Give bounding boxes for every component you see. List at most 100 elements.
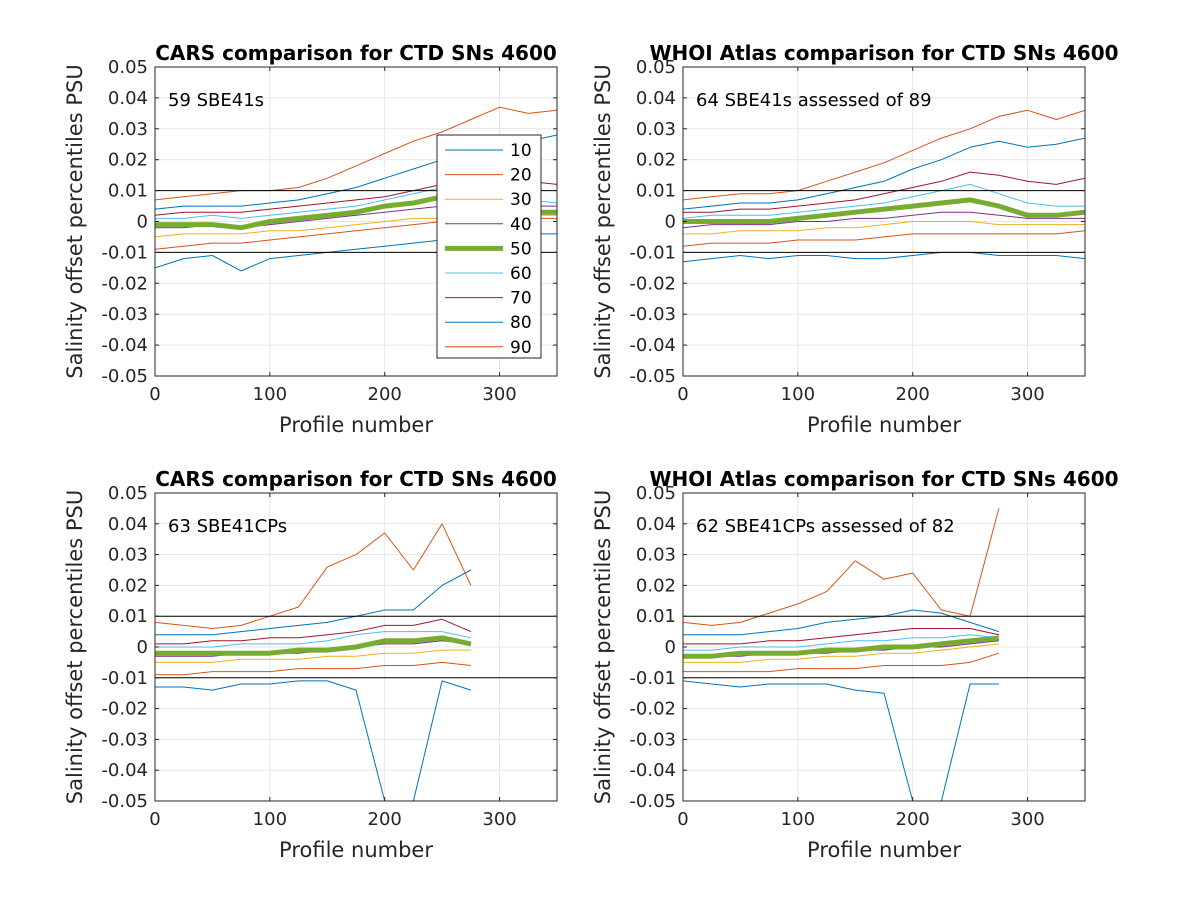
y-tick-label: 0.02 — [108, 150, 148, 171]
y-tick-label: -0.01 — [629, 242, 676, 263]
x-tick-label: 300 — [482, 809, 516, 830]
legend-entry-label: 50 — [510, 239, 532, 259]
y-tick-label: 0.03 — [636, 119, 676, 140]
y-tick-label: 0.05 — [636, 57, 676, 78]
series-line-70 — [155, 618, 472, 645]
x-tick-label: 300 — [1010, 384, 1044, 405]
x-tick-label: 0 — [677, 384, 688, 405]
y-axis-label: Salinity offset percentiles PSU — [591, 64, 615, 378]
series-group — [683, 109, 1085, 263]
x-tick-label: 100 — [781, 809, 815, 830]
x-tick-label: 300 — [482, 384, 516, 405]
y-axis-label: Salinity offset percentiles PSU — [591, 490, 615, 804]
x-tick-label: 100 — [253, 809, 287, 830]
y-tick-label: -0.01 — [101, 668, 148, 689]
chart-title: WHOI Atlas comparison for CTD SNs 4600 — [649, 41, 1118, 65]
legend-entry-label: 90 — [510, 338, 532, 358]
series-line-90 — [683, 508, 1000, 626]
y-tick-label: 0.01 — [108, 606, 148, 627]
x-tick-label: 0 — [149, 384, 160, 405]
x-axis-label: Profile number — [279, 413, 433, 437]
y-axis-label: Salinity offset percentiles PSU — [63, 64, 87, 378]
y-tick-label: -0.03 — [101, 729, 148, 750]
y-tick-label: -0.02 — [101, 699, 148, 720]
legend-entry-label: 20 — [510, 166, 532, 186]
series-line-50 — [683, 197, 1085, 224]
series-line-90 — [155, 106, 557, 201]
series-line-80 — [683, 609, 1000, 636]
x-tick-label: 0 — [149, 809, 160, 830]
series-line-30 — [683, 643, 999, 663]
y-tick-label: 0.01 — [108, 181, 148, 202]
y-tick-label: -0.04 — [629, 335, 676, 356]
series-line-10 — [683, 251, 1085, 263]
legend-entry-label: 70 — [510, 289, 532, 309]
x-axis-label: Profile number — [807, 838, 961, 862]
series-line-60 — [683, 634, 999, 651]
series-line-60 — [155, 631, 472, 648]
panel-annotation: 59 SBE41s — [168, 90, 264, 111]
series-line-10 — [683, 680, 999, 801]
x-tick-label: 300 — [1010, 809, 1044, 830]
legend-entry-label: 60 — [510, 264, 532, 284]
y-tick-label: -0.04 — [101, 335, 148, 356]
y-tick-label: -0.05 — [629, 791, 676, 812]
x-tick-label: 200 — [896, 809, 930, 830]
y-tick-label: 0.04 — [108, 88, 148, 109]
series-group — [155, 523, 472, 801]
x-tick-label: 200 — [896, 384, 930, 405]
y-tick-label: 0.02 — [636, 575, 676, 596]
series-line-20 — [155, 661, 471, 676]
y-tick-label: -0.02 — [101, 273, 148, 294]
series-line-30 — [155, 649, 471, 663]
y-tick-label: 0.03 — [108, 119, 148, 140]
y-tick-label: 0.03 — [108, 545, 148, 566]
y-tick-label: 0.05 — [108, 57, 148, 78]
chart-panel-1: 0 100 200 300 -0.05 -0.04 -0.03 -0.02 -0.01 0 0.01… — [63, 41, 558, 437]
series-line-50 — [683, 635, 1000, 659]
legend-entry-label: 80 — [510, 313, 532, 333]
x-axis-label: Profile number — [807, 413, 961, 437]
y-tick-label: 0 — [665, 637, 676, 658]
legend-entry-label: 40 — [510, 215, 532, 235]
x-tick-label: 200 — [368, 809, 402, 830]
y-tick-label: -0.04 — [629, 760, 676, 781]
series-line-10 — [155, 680, 472, 801]
series-line-20 — [683, 230, 1085, 247]
y-tick-label: 0.01 — [636, 181, 676, 202]
legend-entry-label: 10 — [510, 141, 532, 161]
series-line-70 — [683, 628, 1000, 645]
y-tick-label: -0.05 — [629, 366, 676, 387]
series-line-20 — [683, 652, 1000, 673]
series-group — [683, 508, 1000, 801]
y-tick-label: -0.04 — [101, 760, 148, 781]
y-tick-label: 0.01 — [636, 606, 676, 627]
y-tick-label: 0.03 — [636, 545, 676, 566]
legend: 10 20 30 40 50 60 70 80 90 — [436, 134, 542, 359]
y-tick-label: -0.03 — [629, 304, 676, 325]
y-tick-label: 0.04 — [636, 514, 676, 535]
y-axis-label: Salinity offset percentiles PSU — [63, 490, 87, 804]
y-tick-label: 0.05 — [636, 483, 676, 504]
x-tick-label: 100 — [781, 384, 815, 405]
series-line-80 — [155, 569, 472, 636]
y-tick-label: -0.01 — [629, 668, 676, 689]
series-line-30 — [683, 221, 1085, 235]
legend-entry-label: 30 — [510, 190, 532, 210]
y-tick-label: 0.02 — [108, 575, 148, 596]
y-tick-label: 0 — [137, 637, 148, 658]
y-tick-label: 0 — [137, 212, 148, 233]
chart-panel-3: 0 100 200 300 -0.05 -0.04 -0.03 -0.02 -0.01 0 0.01… — [63, 467, 558, 862]
chart-title: CARS comparison for CTD SNs 4600 — [155, 467, 557, 491]
x-tick-label: 200 — [368, 384, 402, 405]
series-line-50 — [155, 635, 472, 656]
y-tick-label: -0.03 — [629, 729, 676, 750]
series-line-60 — [683, 183, 1085, 219]
chart-title: CARS comparison for CTD SNs 4600 — [155, 41, 557, 65]
y-tick-label: -0.02 — [629, 273, 676, 294]
y-tick-label: -0.02 — [629, 699, 676, 720]
panel-annotation: 64 SBE41s assessed of 89 — [696, 90, 932, 111]
chart-panel-4: 0 100 200 300 -0.05 -0.04 -0.03 -0.02 -0.01 0 0.01… — [591, 467, 1119, 862]
series-line-80 — [683, 137, 1085, 210]
